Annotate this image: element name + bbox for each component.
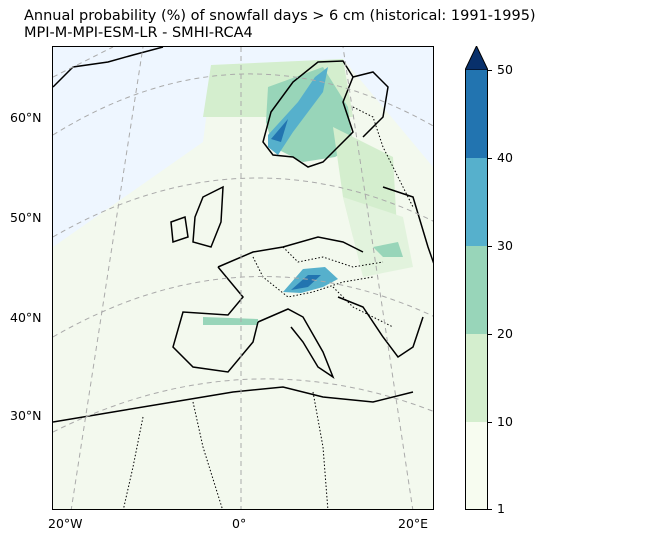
lat-label-40n: 40°N — [10, 310, 42, 325]
model-domain — [53, 59, 433, 509]
colorbar-segment-30-40 — [465, 158, 488, 246]
map-canvas — [53, 47, 433, 509]
carpathians — [373, 242, 403, 257]
lon-label-0: 0° — [232, 516, 247, 531]
lon-label-20w: 20°W — [48, 516, 83, 531]
colorbar-frame — [465, 70, 488, 510]
colorbar-tick — [488, 334, 492, 335]
colorbar-label-1: 1 — [497, 501, 505, 516]
colorbar-segment-10-20 — [465, 334, 488, 422]
coastlines — [53, 47, 433, 423]
alps-core — [291, 275, 321, 290]
pyrenees — [203, 317, 258, 325]
colorbar-tick — [488, 70, 492, 71]
borders — [122, 106, 414, 509]
colorbar-extend-arrow — [465, 46, 488, 70]
lat-label-60n: 60°N — [10, 110, 42, 125]
map-subtitle: MPI-M-MPI-ESM-LR - SMHI-RCA4 — [24, 25, 253, 41]
colorbar-segment-40-50 — [465, 70, 488, 158]
colorbar-label-30: 30 — [497, 238, 513, 253]
colorbar-segment-1-10 — [465, 422, 488, 510]
lat-label-30n: 30°N — [10, 408, 42, 423]
colorbar-segment-20-30 — [465, 246, 488, 334]
map-panel — [52, 46, 434, 510]
colorbar-label-10: 10 — [497, 414, 513, 429]
colorbar — [465, 70, 488, 510]
colorbar-tick — [488, 158, 492, 159]
colorbar-label-50: 50 — [497, 62, 513, 77]
norway-max — [271, 119, 288, 142]
colorbar-label-20: 20 — [497, 326, 513, 341]
map-title: Annual probability (%) of snowfall days … — [24, 8, 536, 24]
colorbar-label-40: 40 — [497, 150, 513, 165]
colorbar-tick — [488, 246, 492, 247]
colorbar-tick — [488, 422, 492, 423]
lat-label-50n: 50°N — [10, 210, 42, 225]
colorbar-tick — [488, 509, 492, 510]
lon-label-20e: 20°E — [398, 516, 429, 531]
gridlines — [53, 47, 433, 509]
